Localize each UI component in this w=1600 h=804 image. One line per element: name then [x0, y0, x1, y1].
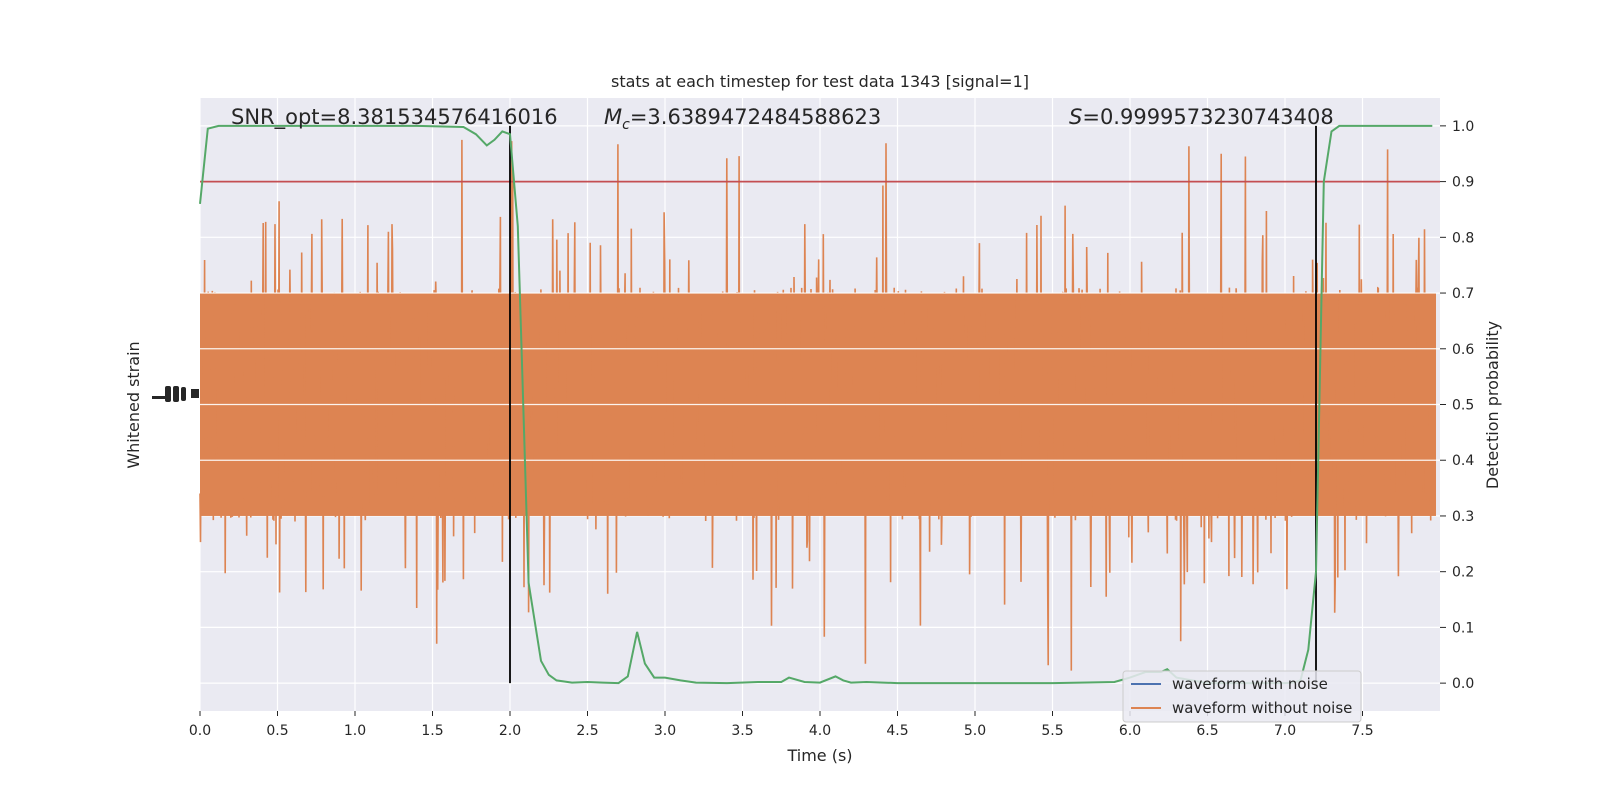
- score-value: =0.9999573230743408: [1082, 105, 1333, 129]
- x-tick-label: 5.5: [1041, 723, 1063, 739]
- chirp-mass-subscript: c: [622, 117, 630, 133]
- chirp-mass-value: =3.6389472484588623: [630, 105, 881, 129]
- left-axis-clutter-mark: [152, 386, 199, 402]
- x-tick-label: 0.5: [266, 723, 288, 739]
- x-tick-label: 2.0: [499, 723, 521, 739]
- axes: 0.0 0.5 1.0 1.5 2.0 2.5 3.0 3.5 4.0 4.5 5.0 5.5 6.0 6…: [189, 119, 1474, 739]
- y-tick-label: 0.9: [1452, 175, 1474, 191]
- y-tick-label: 0.0: [1452, 676, 1474, 692]
- legend-label-with-noise: waveform with noise: [1172, 675, 1328, 693]
- legend-label-without-noise: waveform without noise: [1172, 699, 1352, 717]
- y-tick-label: 0.3: [1452, 509, 1474, 525]
- x-tick-label: 4.0: [809, 723, 831, 739]
- x-axis-label: Time (s): [786, 746, 852, 765]
- y-tick-label: 0.2: [1452, 565, 1474, 581]
- chirp-mass-symbol: M: [604, 105, 622, 129]
- x-tick-label: 1.5: [421, 723, 443, 739]
- x-tick-label: 3.5: [731, 723, 753, 739]
- x-tick-label: 6.5: [1196, 723, 1218, 739]
- waveform-without-noise-line: [199, 139, 1433, 671]
- x-tick-label: 7.5: [1351, 723, 1373, 739]
- chart-title: stats at each timestep for test data 134…: [611, 72, 1029, 91]
- y-tick-label: 0.1: [1452, 620, 1474, 636]
- x-tick-label: 4.5: [886, 723, 908, 739]
- x-tick-label: 7.0: [1274, 723, 1296, 739]
- y-tick-label: 0.5: [1452, 398, 1474, 414]
- x-tick-label: 6.0: [1119, 723, 1141, 739]
- y-tick-label: 0.8: [1452, 230, 1474, 246]
- chirp-mass-annotation: Mc=3.6389472484588623: [604, 105, 881, 133]
- x-tick-label: 5.0: [964, 723, 986, 739]
- y-tick-label: 0.7: [1452, 286, 1474, 302]
- left-y-axis-label: Whitened strain: [124, 341, 143, 468]
- x-tick-label: 2.5: [576, 723, 598, 739]
- legend: waveform with noise waveform without noi…: [1122, 670, 1362, 723]
- right-y-axis-label: Detection probability: [1483, 321, 1502, 489]
- legend-box: [1122, 670, 1362, 723]
- x-tick-label: 0.0: [189, 723, 211, 739]
- y-tick-label: 0.4: [1452, 453, 1474, 469]
- y-tick-label: 0.6: [1452, 342, 1474, 358]
- snr-annotation: SNR_opt=8.381534576416016: [231, 105, 558, 130]
- waveform-without-noise-series: [199, 139, 1440, 671]
- score-annotation: S=0.9999573230743408: [1069, 105, 1334, 129]
- score-symbol: S: [1069, 105, 1082, 129]
- x-tick-label: 1.0: [344, 723, 366, 739]
- y-tick-label: 1.0: [1452, 119, 1474, 135]
- x-tick-label: 3.0: [654, 723, 676, 739]
